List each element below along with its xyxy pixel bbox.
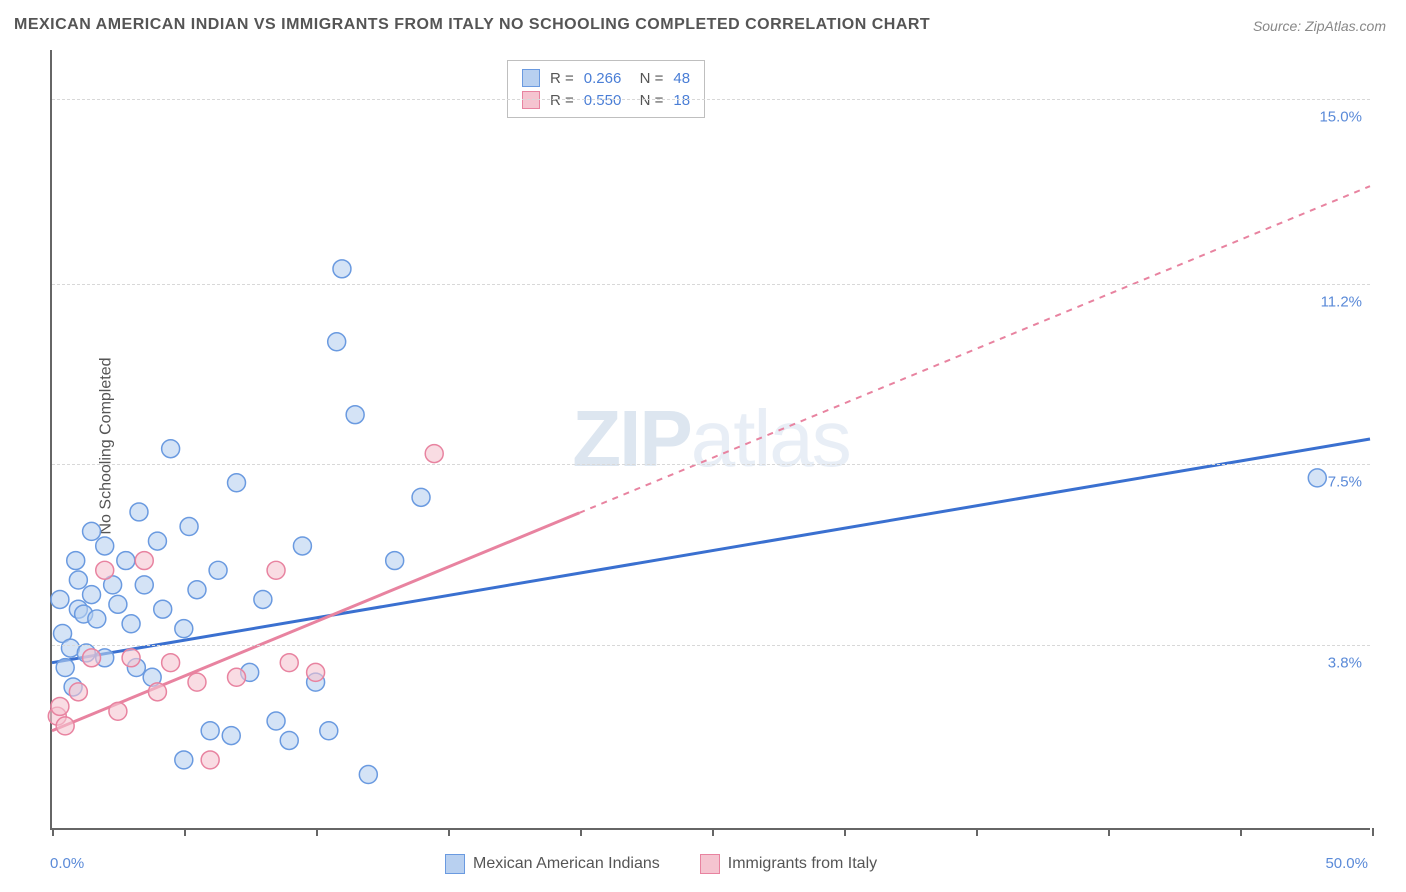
gridline-h [52,99,1370,100]
stats-n-label2: N = [631,92,663,109]
stats-square-pink [522,91,540,109]
stats-square-blue [522,69,540,87]
y-tick-label: 7.5% [1328,474,1362,491]
chart-title: MEXICAN AMERICAN INDIAN VS IMMIGRANTS FR… [14,16,930,34]
stats-r2: 0.550 [584,92,622,109]
legend-bottom: Mexican American Indians Immigrants from… [445,854,877,874]
x-tick [844,828,846,836]
y-tick-label: 15.0% [1319,108,1362,125]
legend-label-2: Immigrants from Italy [728,855,877,873]
x-tick [1108,828,1110,836]
gridline-h [52,645,1370,646]
x-tick [976,828,978,836]
x-tick [580,828,582,836]
y-tick-label: 3.8% [1328,654,1362,671]
x-tick-0: 0.0% [50,855,84,872]
stats-n2: 18 [673,92,690,109]
source-attribution: Source: ZipAtlas.com [1253,18,1386,34]
gridline-h [52,284,1370,285]
stats-box: R = 0.266 N = 48 R = 0.550 N = 18 [507,60,705,118]
y-tick-label: 11.2% [1321,294,1362,311]
gridline-h [52,464,1370,465]
x-tick [448,828,450,836]
x-tick [712,828,714,836]
x-tick [1372,828,1374,836]
stats-r1: 0.266 [584,70,622,87]
legend-item-2: Immigrants from Italy [700,854,877,874]
stats-row-1: R = 0.266 N = 48 [522,67,690,89]
legend-square-blue [445,854,465,874]
stats-r-label2: R = [550,92,574,109]
legend-square-pink [700,854,720,874]
chart-svg [52,50,1370,828]
legend-label-1: Mexican American Indians [473,855,660,873]
stats-r-label: R = [550,70,574,87]
stats-n1: 48 [673,70,690,87]
x-tick [1240,828,1242,836]
x-tick-50: 50.0% [1325,855,1368,872]
legend-item-1: Mexican American Indians [445,854,660,874]
plot-area: ZIPatlas R = 0.266 N = 48 R = 0.550 N = … [50,50,1370,830]
x-tick [184,828,186,836]
x-tick [316,828,318,836]
x-tick [52,828,54,836]
stats-n-label: N = [631,70,663,87]
stats-row-2: R = 0.550 N = 18 [522,89,690,111]
